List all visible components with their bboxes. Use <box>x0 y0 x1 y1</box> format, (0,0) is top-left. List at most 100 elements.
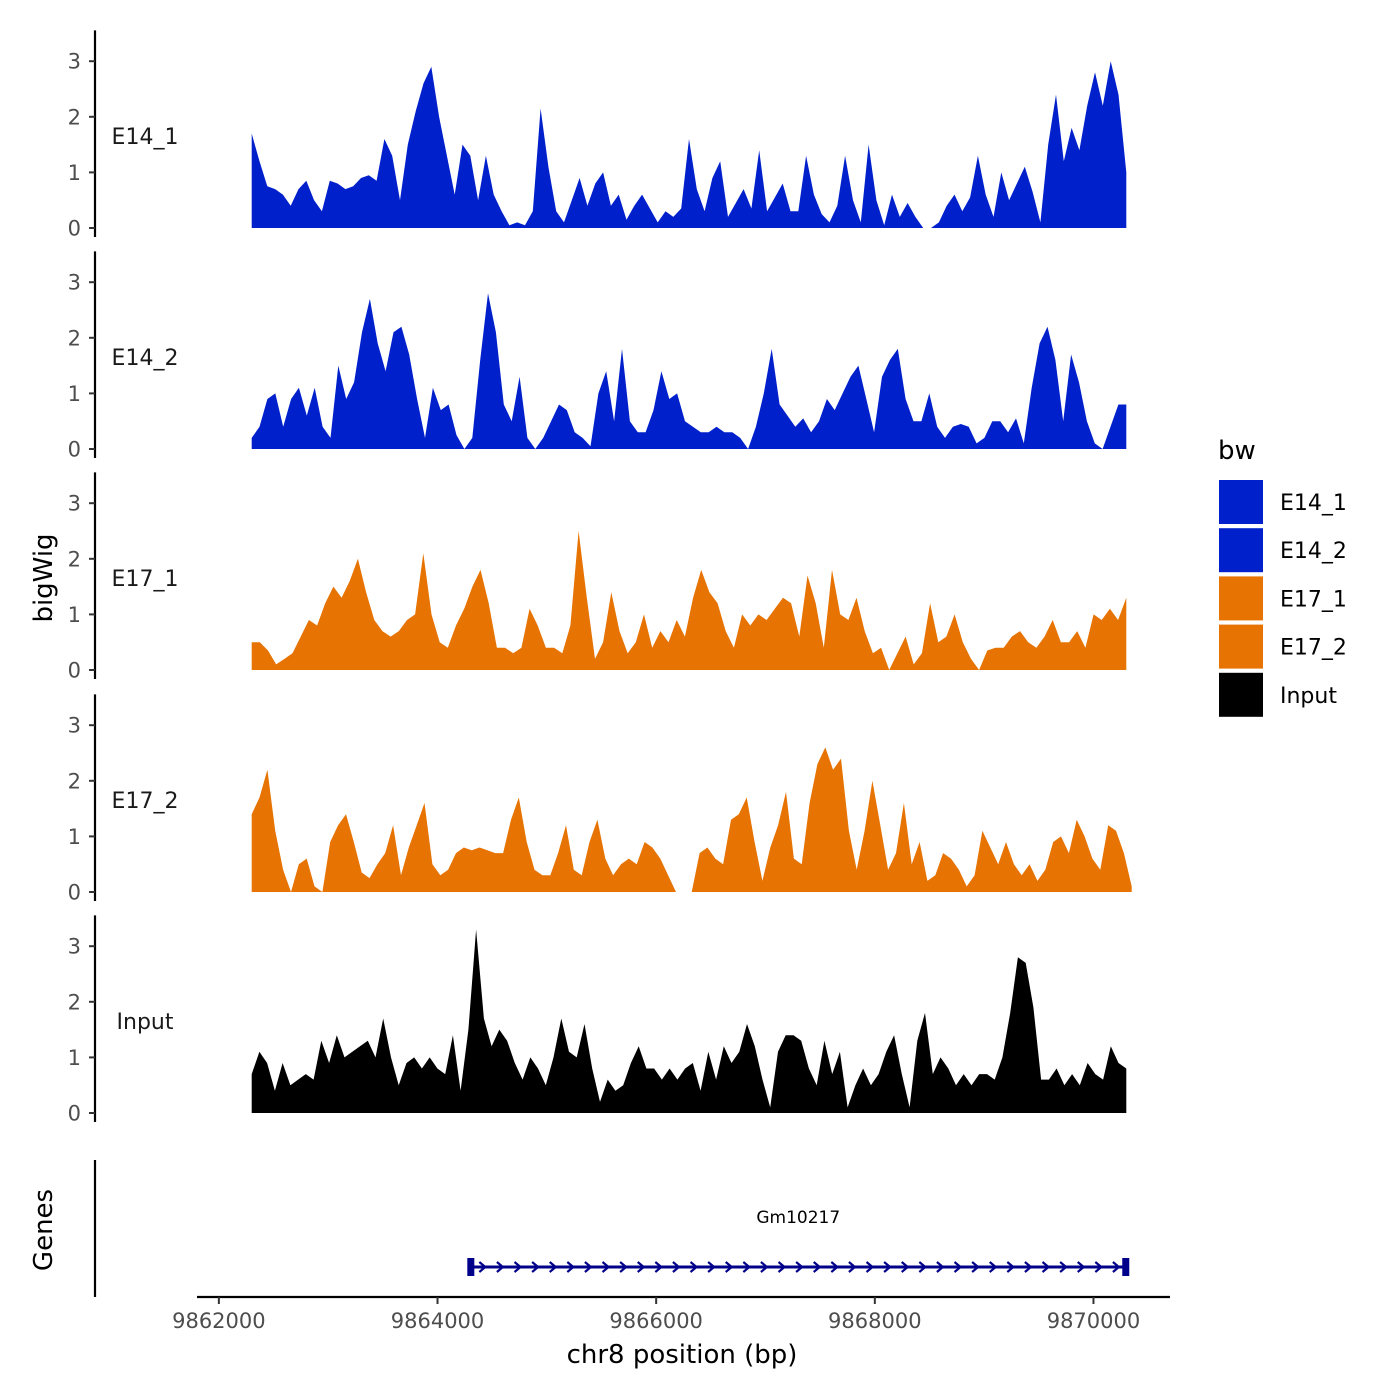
genes-axis-title: Genes <box>29 1189 59 1271</box>
y-axis-title: bigWig <box>29 533 59 622</box>
y-tick-label-E14_2-2: 2 <box>68 326 81 350</box>
strand-arrow-icon <box>1094 1261 1104 1273</box>
x-tick-label-9868000: 9868000 <box>828 1309 922 1333</box>
strand-arrow-icon <box>601 1261 611 1273</box>
legend-label-E17_2: E17_2 <box>1280 636 1347 661</box>
x-tick-label-9870000: 9870000 <box>1047 1309 1141 1333</box>
track-Input: 0 1 2 3 Input <box>68 915 1127 1126</box>
strand-arrow-icon <box>584 1261 593 1273</box>
legend-label-E14_1: E14_1 <box>1280 491 1347 516</box>
track-label-E14_2: E14_2 <box>112 346 179 371</box>
y-tick-label-Input-3: 3 <box>68 935 81 959</box>
x-axis-title: chr8 position (bp) <box>567 1340 798 1370</box>
y-tick-label-E14_1-0: 0 <box>68 217 81 241</box>
y-tick-label-E14_2-3: 3 <box>68 271 81 295</box>
strand-arrow-icon <box>901 1261 910 1273</box>
strand-arrow-icon <box>953 1261 963 1273</box>
track-E17_2: 0 1 2 3 E17_2 <box>68 694 1132 905</box>
legend-label-E17_1: E17_1 <box>1280 587 1347 612</box>
strand-arrow-icon <box>848 1261 857 1273</box>
strand-arrow-icon <box>936 1261 945 1273</box>
strand-arrow-icon <box>830 1261 840 1273</box>
legend-swatch-E14_2 <box>1219 528 1263 573</box>
coverage-tracks: 0 1 2 3 E14_1 0 1 2 3 E14_2 0 1 2 3 E17_1 0 1 2 3 E17_2 0 1 2 3… <box>68 30 1132 1126</box>
strand-arrow-icon <box>619 1261 628 1273</box>
y-tick-label-E14_2-1: 1 <box>68 382 81 406</box>
strand-arrow-icon <box>566 1261 576 1273</box>
strand-arrow-icon <box>1077 1261 1086 1273</box>
genes-panel: Gm10217 <box>93 1160 1130 1297</box>
strand-arrow-icon <box>777 1261 787 1273</box>
y-tick-label-E17_2-3: 3 <box>68 714 81 738</box>
y-tick-label-E14_1-1: 1 <box>68 161 81 185</box>
strand-arrow-icon <box>689 1261 699 1273</box>
strand-arrow-icon <box>1006 1261 1016 1273</box>
strand-arrow-icon <box>1041 1261 1051 1273</box>
coverage-area-E14_1 <box>251 61 1127 229</box>
strand-arrow-icon <box>707 1261 716 1273</box>
strand-arrow-icon <box>883 1261 892 1273</box>
y-tick-label-Input-1: 1 <box>68 1046 81 1070</box>
strand-arrow-icon <box>971 1261 980 1273</box>
legend: bw E14_1 E14_2 E17_1 E17_2 Input <box>1218 436 1347 717</box>
track-label-E17_1: E17_1 <box>112 567 179 592</box>
strand-arrow-icon <box>813 1261 822 1273</box>
y-tick-label-E14_1-2: 2 <box>68 105 81 129</box>
strand-arrow-icon <box>1059 1261 1068 1273</box>
strand-arrow-icon <box>672 1261 681 1273</box>
strand-arrow-icon <box>918 1261 928 1273</box>
legend-label-Input: Input <box>1280 684 1337 709</box>
coverage-area-E14_2 <box>251 293 1127 449</box>
strand-arrow-icon <box>496 1261 505 1273</box>
legend-swatch-E14_1 <box>1219 480 1263 524</box>
legend-swatch-E17_2 <box>1219 624 1263 669</box>
y-tick-label-E17_1-1: 1 <box>68 603 81 627</box>
strand-arrow-icon <box>865 1261 875 1273</box>
y-tick-label-E17_2-0: 0 <box>68 881 81 905</box>
strand-arrow-icon <box>654 1261 664 1273</box>
track-label-E14_1: E14_1 <box>112 125 179 150</box>
y-tick-label-E17_1-0: 0 <box>68 659 81 683</box>
track-E14_2: 0 1 2 3 E14_2 <box>68 251 1127 462</box>
strand-arrow-icon <box>742 1261 752 1273</box>
gene-exon-start <box>467 1258 475 1276</box>
coverage-area-E17_1 <box>251 531 1127 670</box>
y-tick-label-Input-2: 2 <box>68 990 81 1014</box>
track-E17_1: 0 1 2 3 E17_1 <box>68 472 1127 683</box>
legend-swatch-E17_1 <box>1219 576 1263 621</box>
strand-arrow-icon <box>478 1261 488 1273</box>
x-axis: 9862000 9864000 9866000 9868000 9870000 <box>172 1295 1170 1333</box>
x-tick-label-9862000: 9862000 <box>172 1309 266 1333</box>
strand-arrow-icon <box>1112 1261 1121 1273</box>
strand-arrow-icon <box>795 1261 804 1273</box>
strand-arrow-icon <box>637 1261 646 1273</box>
legend-title: bw <box>1218 436 1256 466</box>
y-tick-label-E17_2-2: 2 <box>68 769 81 793</box>
track-label-Input: Input <box>117 1010 174 1035</box>
strand-arrow-icon <box>549 1261 558 1273</box>
x-tick-label-9866000: 9866000 <box>609 1309 703 1333</box>
strand-arrow-icon <box>513 1261 523 1273</box>
track-E14_1: 0 1 2 3 E14_1 <box>68 30 1127 241</box>
y-tick-label-E17_1-2: 2 <box>68 547 81 571</box>
legend-label-E14_2: E14_2 <box>1280 539 1347 564</box>
y-tick-label-E17_1-3: 3 <box>68 492 81 516</box>
strand-arrow-icon <box>531 1261 540 1273</box>
gene-label: Gm10217 <box>756 1208 840 1228</box>
strand-arrow-icon <box>760 1261 769 1273</box>
y-tick-label-E17_2-1: 1 <box>68 825 81 849</box>
gene-Gm10217: Gm10217 <box>467 1208 1130 1276</box>
gene-exon-end <box>1122 1258 1130 1276</box>
strand-arrow-icon <box>989 1261 998 1273</box>
y-tick-label-E14_1-3: 3 <box>68 50 81 74</box>
legend-swatch-Input <box>1219 672 1263 717</box>
x-tick-label-9864000: 9864000 <box>391 1309 485 1333</box>
y-tick-label-E14_2-0: 0 <box>68 438 81 462</box>
coverage-area-E17_2 <box>251 747 1132 892</box>
strand-arrow-icon <box>1024 1261 1033 1273</box>
track-label-E17_2: E17_2 <box>112 789 179 814</box>
y-tick-label-Input-0: 0 <box>68 1102 81 1126</box>
coverage-area-Input <box>251 929 1127 1113</box>
strand-arrow-icon <box>725 1261 734 1273</box>
